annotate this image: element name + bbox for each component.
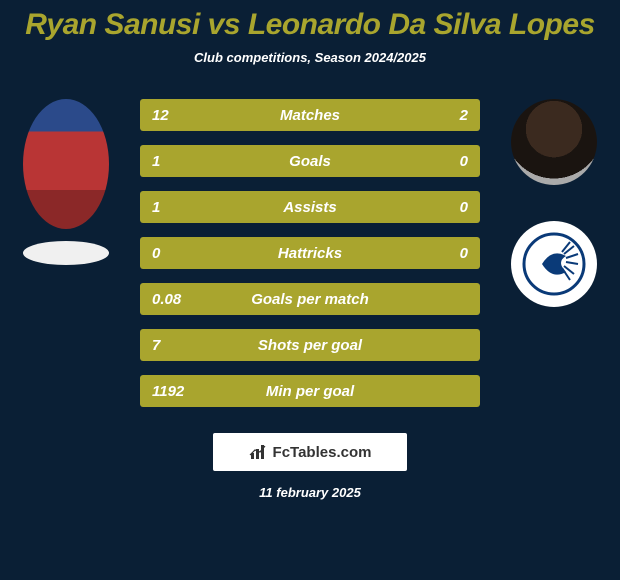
stat-label: Goals [216,153,404,170]
footer-brand-card: FcTables.com [213,433,408,471]
stat-value-left: 1 [152,153,216,170]
stat-value-left: 1 [152,199,216,216]
comparison-card: Ryan Sanusi vs Leonardo Da Silva Lopes C… [0,0,620,580]
player-right-placeholder [511,99,597,185]
player-left-photo [23,99,109,229]
stat-value-left: 0 [152,245,216,262]
stat-value-left: 1192 [152,383,216,400]
stat-value-right: 0 [404,153,468,170]
stat-row: 12Matches2 [140,99,480,131]
player-left-panel [10,99,122,265]
page-title: Ryan Sanusi vs Leonardo Da Silva Lopes [25,8,595,42]
player-right-panel [498,99,610,307]
stat-row: 1Goals0 [140,145,480,177]
stat-label: Assists [216,199,404,216]
stat-value-left: 0.08 [152,291,216,308]
stat-label: Min per goal [216,383,404,400]
stat-value-right: 0 [404,199,468,216]
stat-value-right: 2 [404,107,468,124]
player-right-team-logo [511,221,597,307]
stat-value-left: 7 [152,337,216,354]
stat-label: Shots per goal [216,337,404,354]
player-left-team-badge [23,241,109,265]
stat-value-right: 0 [404,245,468,262]
chart-icon [249,443,267,461]
stat-label: Goals per match [216,291,404,308]
stat-row: 1192Min per goal [140,375,480,407]
stat-label: Matches [216,107,404,124]
comparison-body: 12Matches21Goals01Assists00Hattricks00.0… [10,99,610,407]
stat-row: 7Shots per goal [140,329,480,361]
stat-row: 0Hattricks0 [140,237,480,269]
stat-value-left: 12 [152,107,216,124]
player-right-photo [511,99,597,185]
subtitle: Club competitions, Season 2024/2025 [194,50,426,65]
stat-row: 1Assists0 [140,191,480,223]
footer-date: 11 february 2025 [259,485,361,500]
stat-label: Hattricks [216,245,404,262]
stat-rows: 12Matches21Goals01Assists00Hattricks00.0… [122,99,498,407]
player-left-placeholder [23,99,109,229]
footer-brand-text: FcTables.com [273,444,372,461]
stat-row: 0.08Goals per match [140,283,480,315]
team-logo-icon [522,232,586,296]
